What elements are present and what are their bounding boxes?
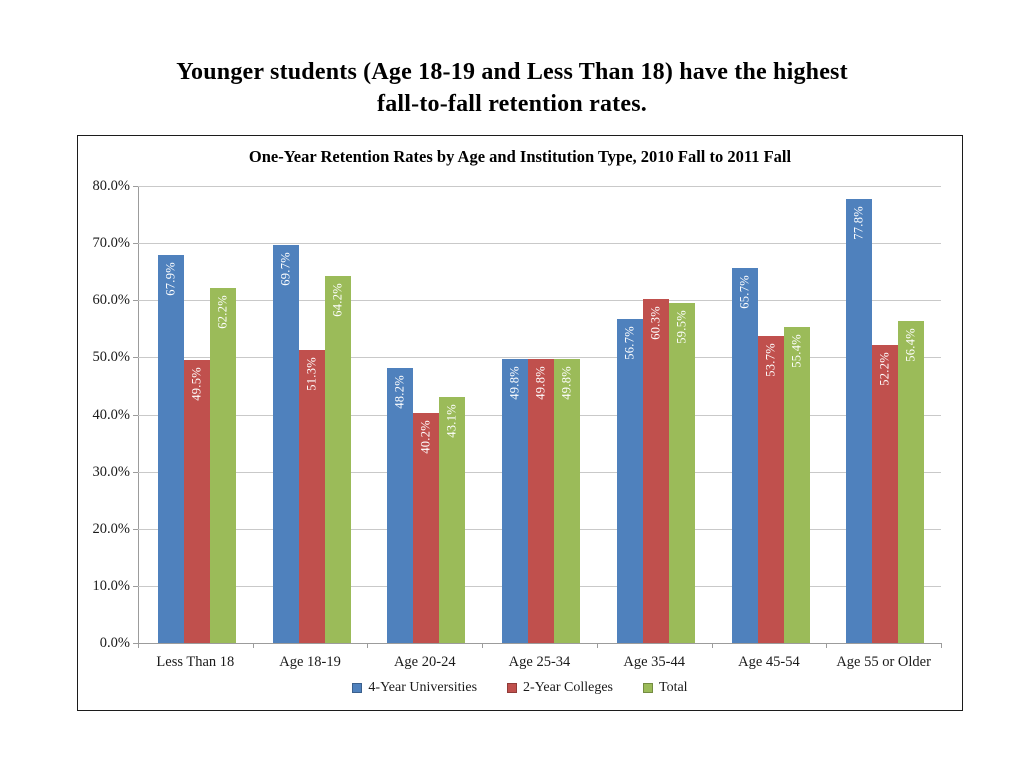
bar-2-year-colleges: 53.7% — [757, 336, 784, 643]
bar-value-label: 49.8% — [559, 365, 574, 400]
bar-2-year-colleges: 40.2% — [413, 413, 440, 643]
y-tick-label: 10.0% — [92, 577, 130, 594]
bar-total: 55.4% — [783, 326, 810, 643]
y-axis-tick — [133, 357, 138, 359]
y-axis-tick — [133, 643, 138, 644]
bar-total: 49.8% — [554, 358, 581, 643]
bar-4-year-universities: 67.9% — [158, 255, 184, 643]
y-tick-label: 70.0% — [92, 235, 130, 252]
bar-value-label: 51.3% — [304, 356, 319, 391]
y-axis-tick — [133, 528, 138, 530]
bar-4-year-universities: 77.8% — [846, 198, 873, 643]
x-category-label: Age 25-34 — [508, 654, 571, 670]
x-axis-tick — [711, 643, 713, 648]
bar-total: 64.2% — [324, 276, 351, 643]
x-axis-tick — [252, 643, 254, 648]
y-axis-tick — [133, 414, 138, 416]
legend-item: 4-Year Universities — [352, 680, 477, 696]
x-category-label: Age 18-19 — [279, 654, 341, 670]
legend-swatch-icon — [643, 683, 653, 693]
bar-total: 59.5% — [668, 303, 695, 643]
bar-value-label: 49.5% — [189, 367, 204, 402]
bar-value-label: 43.1% — [444, 403, 459, 438]
x-axis-tick — [367, 643, 369, 648]
bar-total: 62.2% — [210, 287, 236, 643]
y-axis-tick — [133, 186, 138, 187]
y-tick-label: 40.0% — [92, 406, 130, 423]
gridline — [138, 300, 941, 302]
bar-value-label: 55.4% — [789, 333, 804, 368]
legend: 4-Year Universities 2-Year Colleges Total — [78, 680, 962, 696]
gridline — [138, 186, 941, 187]
bar-value-label: 65.7% — [737, 274, 752, 309]
gridline — [138, 243, 941, 245]
bar-value-label: 56.7% — [622, 326, 637, 360]
slide-title: Younger students (Age 18-19 and Less Tha… — [0, 56, 1024, 120]
x-category-label: Age 55 or Older — [836, 654, 931, 670]
x-axis-tick — [138, 643, 139, 648]
bar-4-year-universities: 69.7% — [272, 244, 299, 643]
legend-item: Total — [643, 680, 688, 696]
bar-4-year-universities: 49.8% — [502, 358, 529, 643]
y-axis-tick — [133, 585, 138, 587]
bar-4-year-universities: 65.7% — [731, 267, 758, 643]
bar-value-label: 49.8% — [507, 365, 522, 400]
bar-value-label: 59.5% — [674, 310, 689, 344]
chart-title: One-Year Retention Rates by Age and Inst… — [248, 147, 792, 166]
bar-value-label: 48.2% — [392, 374, 407, 409]
x-axis-tick — [941, 643, 942, 648]
x-category-label: Age 35-44 — [623, 654, 685, 670]
x-axis-tick — [482, 643, 484, 648]
slide-title-line1: Younger students (Age 18-19 and Less Tha… — [176, 59, 848, 85]
x-axis-tick — [596, 643, 598, 648]
slide-title-line2: fall-to-fall retention rates. — [377, 91, 647, 117]
y-tick-label: 80.0% — [92, 178, 130, 194]
x-category-label: Less Than 18 — [156, 654, 235, 670]
y-tick-label: 60.0% — [92, 292, 130, 309]
plot-area: 80.0% 70.0% 60.0% 50.0% 40.0% 30.0% 20.0% 10.0%… — [93, 178, 942, 670]
legend-label: 4-Year Universities — [368, 680, 478, 695]
bar-2-year-colleges: 49.8% — [528, 358, 555, 643]
bar-value-label: 49.8% — [533, 365, 548, 400]
bar-value-label: 67.9% — [163, 262, 178, 296]
legend-label: 2-Year Colleges — [523, 680, 613, 695]
bar-2-year-colleges: 60.3% — [642, 298, 669, 643]
bar-2-year-colleges: 52.2% — [872, 344, 899, 643]
chart-container: One-Year Retention Rates by Age and Inst… — [77, 135, 963, 711]
legend-item: 2-Year Colleges — [507, 680, 613, 696]
bar-value-label: 53.7% — [763, 343, 778, 378]
y-axis-tick — [133, 243, 138, 245]
bar-4-year-universities: 48.2% — [387, 367, 414, 643]
y-tick-label: 0.0% — [99, 635, 130, 651]
bar-value-label: 77.8% — [851, 205, 866, 240]
bar-value-label: 56.4% — [903, 327, 918, 362]
bar-total: 43.1% — [439, 396, 466, 643]
bar-value-label: 52.2% — [877, 351, 892, 386]
bar-total: 56.4% — [898, 320, 925, 643]
x-category-label: Age 20-24 — [393, 654, 456, 670]
y-axis-tick — [133, 300, 138, 302]
bar-value-label: 40.2% — [418, 420, 433, 455]
legend-swatch-icon — [507, 683, 518, 693]
bar-value-label: 69.7% — [278, 251, 293, 286]
bar-2-year-colleges: 51.3% — [298, 349, 325, 643]
bar-4-year-universities: 56.7% — [616, 319, 643, 643]
bar-value-label: 60.3% — [648, 305, 663, 340]
y-axis-tick — [133, 471, 138, 473]
y-tick-label: 30.0% — [92, 463, 130, 480]
x-axis-line — [138, 643, 941, 644]
x-category-label: Age 45-54 — [738, 654, 800, 670]
y-tick-label: 20.0% — [92, 520, 130, 537]
y-tick-label: 50.0% — [92, 349, 130, 366]
x-axis-tick — [826, 643, 828, 648]
legend-swatch-icon — [352, 683, 363, 693]
bar-value-label: 64.2% — [330, 283, 345, 318]
gridline — [138, 357, 941, 359]
bar-value-label: 62.2% — [215, 294, 230, 329]
bar-2-year-colleges: 49.5% — [184, 360, 210, 643]
legend-label: Total — [659, 680, 688, 695]
